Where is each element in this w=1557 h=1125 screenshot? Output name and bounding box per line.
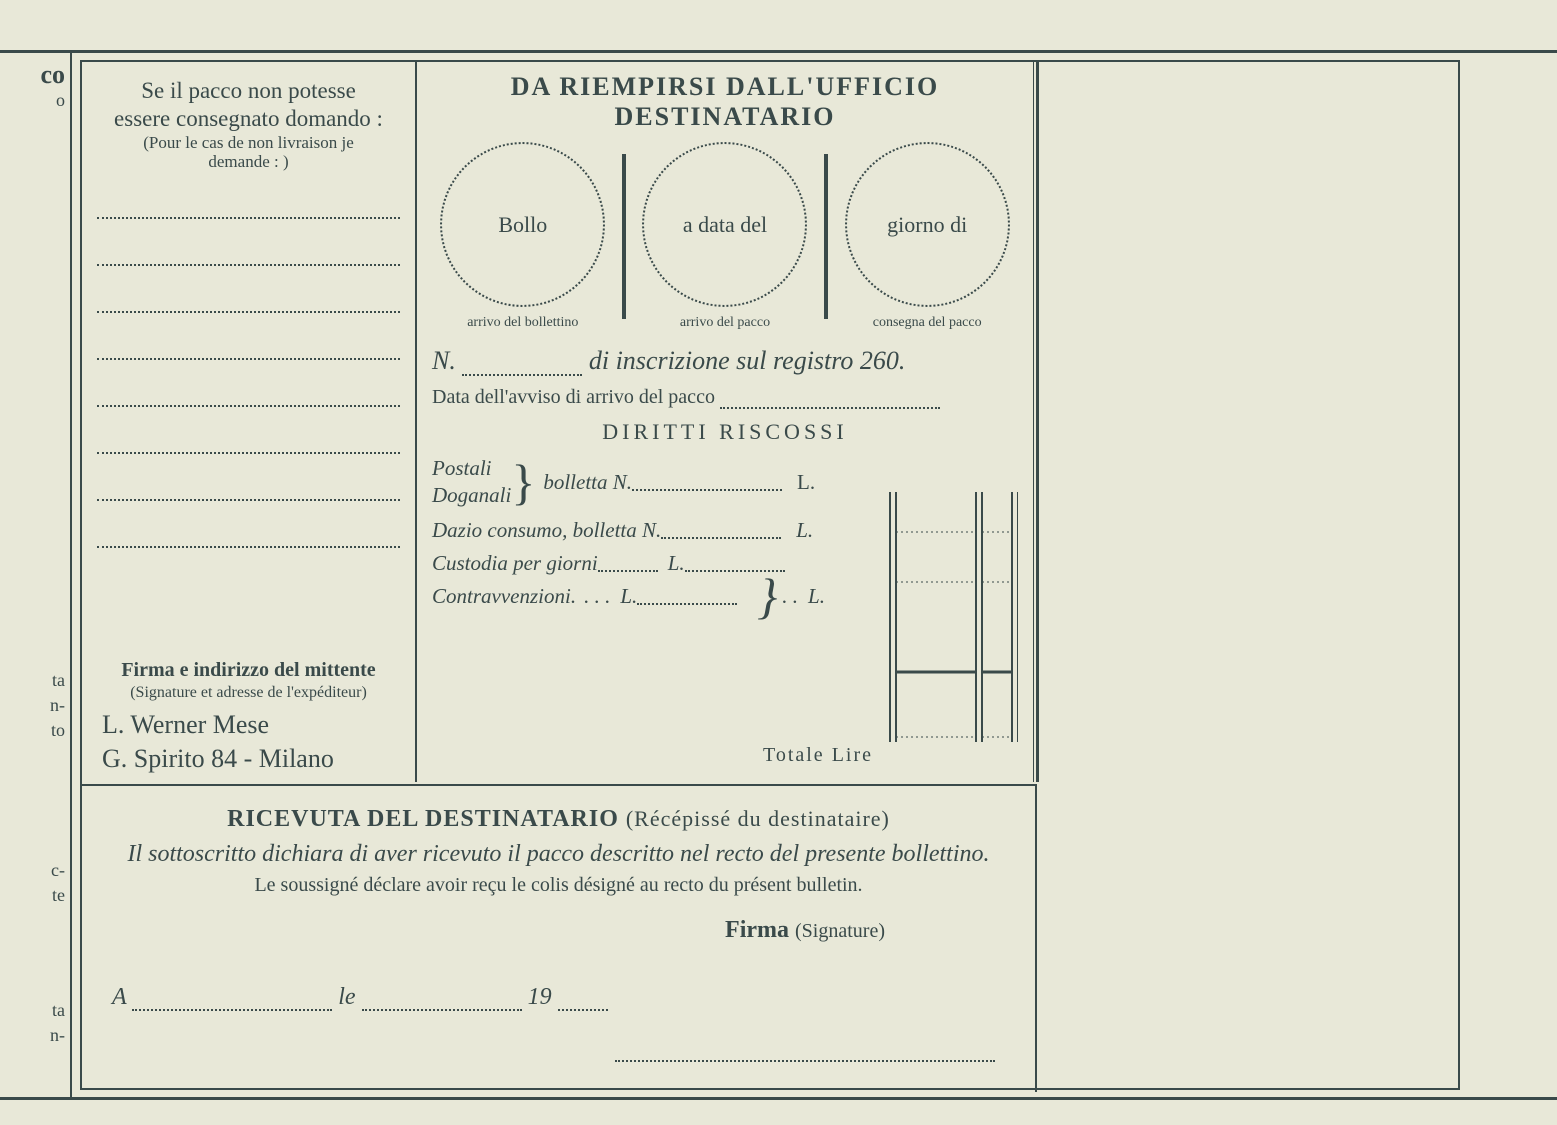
receipt-title-text: RICEVUTA DEL DESTINATARIO — [227, 806, 619, 832]
fill-line[interactable] — [97, 358, 400, 360]
stub-frag: n- — [50, 695, 65, 716]
bolletta-field[interactable] — [632, 473, 782, 491]
firma-paren: (Signature) — [795, 920, 885, 942]
stub-frag: ta — [52, 670, 65, 691]
date-le: le — [338, 984, 355, 1010]
sender-label: Firma e indirizzo del mittente — [97, 659, 400, 682]
stamp-label: arrivo del pacco — [642, 315, 807, 331]
firma-label: Firma — [725, 917, 789, 943]
totale-label: Totale Lire — [763, 744, 873, 767]
lire-label: L. — [797, 470, 815, 495]
stamp-group: giorno di consegna del pacco — [845, 142, 1010, 331]
office-title: DA RIEMPIRSI DALL'UFFICIO DESTINATARIO — [432, 72, 1018, 132]
fill-line[interactable] — [97, 405, 400, 407]
stamp-group: Bollo arrivo del bollettino — [440, 142, 605, 331]
receipt-declaration-it: Il sottoscritto dichiara di aver ricevut… — [112, 841, 1005, 868]
top-section: Se il pacco non potesse essere consegnat… — [82, 62, 1458, 782]
lire-label: L. — [668, 551, 685, 576]
sender-signature-line1: L. Werner Mese — [102, 710, 269, 740]
receipt-declaration-fr: Le soussigné déclare avoir reçu le colis… — [112, 874, 1005, 897]
document: co o ta n- to c- te ta n- Se il pacco no… — [0, 50, 1557, 1100]
stamp-label: arrivo del bollettino — [440, 315, 605, 331]
lire-label: L. — [796, 518, 813, 543]
non-delivery-column: Se il pacco non potesse essere consegnat… — [82, 62, 417, 782]
left-stub: co o ta n- to c- te ta n- — [0, 50, 72, 1100]
lire-label: L. — [808, 584, 825, 609]
office-column: DA RIEMPIRSI DALL'UFFICIO DESTINATARIO B… — [417, 62, 1037, 782]
stub-frag: to — [51, 720, 65, 741]
year-field[interactable] — [558, 993, 608, 1011]
subheading-line: demande : ) — [208, 152, 288, 171]
stamp-circle-data[interactable]: a data del — [642, 142, 807, 307]
dazio-label: Dazio consumo, bolletta N. — [432, 518, 661, 543]
stamp-circle-bollo[interactable]: Bollo — [440, 142, 605, 307]
date-line: A le 19 — [112, 984, 1005, 1011]
inscription-text: di inscrizione sul registro 260. — [589, 346, 906, 375]
diritti-title: DIRITTI RISCOSSI — [432, 419, 1018, 445]
stub-frag: c- — [51, 860, 65, 881]
fill-line[interactable] — [97, 217, 400, 219]
subheading-line: (Pour le cas de non livraison je — [143, 133, 354, 152]
signature-line[interactable] — [615, 1060, 995, 1062]
non-delivery-subheading: (Pour le cas de non livraison je demande… — [97, 134, 400, 171]
inscription-prefix: N. — [432, 346, 456, 375]
signature-label-line: Firma (Signature) — [112, 917, 1005, 944]
receipt-title: RICEVUTA DEL DESTINATARIO (Récépissé du … — [112, 806, 1005, 833]
year-prefix: 19 — [528, 984, 552, 1010]
stamp-group: a data del arrivo del pacco — [642, 142, 807, 331]
postali-doganali-labels: Postali Doganali — [432, 455, 511, 510]
sender-signature-line2: G. Spirito 84 - Milano — [102, 744, 334, 774]
stub-frag: ta — [52, 1000, 65, 1021]
bolletta-label: bolletta N. — [543, 470, 632, 495]
custodia-label: Custodia per giorni — [432, 551, 598, 576]
right-blank-column — [1037, 62, 1458, 782]
brace-icon: } — [511, 470, 535, 495]
heading-line: essere consegnato domando : — [114, 106, 383, 131]
recipient-receipt: RICEVUTA DEL DESTINATARIO (Récépissé du … — [82, 784, 1037, 1092]
postali-label: Postali — [432, 455, 511, 482]
lire-label: L. — [620, 584, 637, 609]
contravvenzioni-label: Contravvenzioni. — [432, 584, 576, 609]
arrival-notice-field[interactable] — [720, 391, 940, 409]
doganali-label: Doganali — [432, 482, 511, 509]
stamp-circles-row: Bollo arrivo del bollettino a data del a… — [432, 142, 1018, 331]
stamp-label: consegna del pacco — [845, 315, 1010, 331]
stub-frag: co — [40, 60, 65, 90]
receipt-title-paren: (Récépissé du destinataire) — [626, 806, 890, 831]
date-A: A — [112, 984, 126, 1010]
place-field[interactable] — [132, 993, 332, 1011]
heading-line: Se il pacco non potesse — [141, 78, 356, 103]
inscription-line: N. di inscrizione sul registro 260. — [432, 346, 1018, 376]
custodia-days-field[interactable] — [598, 554, 658, 572]
main-form: Se il pacco non potesse essere consegnat… — [80, 60, 1460, 1090]
fill-line[interactable] — [97, 311, 400, 313]
sender-sublabel: (Signature et adresse de l'expéditeur) — [97, 684, 400, 702]
fees-table-svg — [888, 492, 1018, 742]
non-delivery-heading: Se il pacco non potesse essere consegnat… — [97, 77, 400, 132]
fill-line[interactable] — [97, 499, 400, 501]
fill-line[interactable] — [97, 546, 400, 548]
divider — [824, 154, 828, 319]
fill-line[interactable] — [97, 452, 400, 454]
arrival-notice-line: Data dell'avviso di arrivo del pacco — [432, 386, 1018, 409]
stub-frag: te — [52, 885, 65, 906]
arrival-notice-label: Data dell'avviso di arrivo del pacco — [432, 386, 715, 408]
day-field[interactable] — [362, 993, 522, 1011]
divider — [622, 154, 626, 319]
fees-amount-table — [888, 492, 1018, 742]
inscription-number-field[interactable] — [462, 358, 582, 376]
stamp-circle-giorno[interactable]: giorno di — [845, 142, 1010, 307]
brace-icon: } — [757, 584, 777, 609]
contravvenzioni-field[interactable] — [637, 587, 737, 605]
stub-frag: o — [56, 90, 65, 111]
stub-frag: n- — [50, 1025, 65, 1046]
fill-line[interactable] — [97, 264, 400, 266]
dazio-field[interactable] — [661, 521, 781, 539]
